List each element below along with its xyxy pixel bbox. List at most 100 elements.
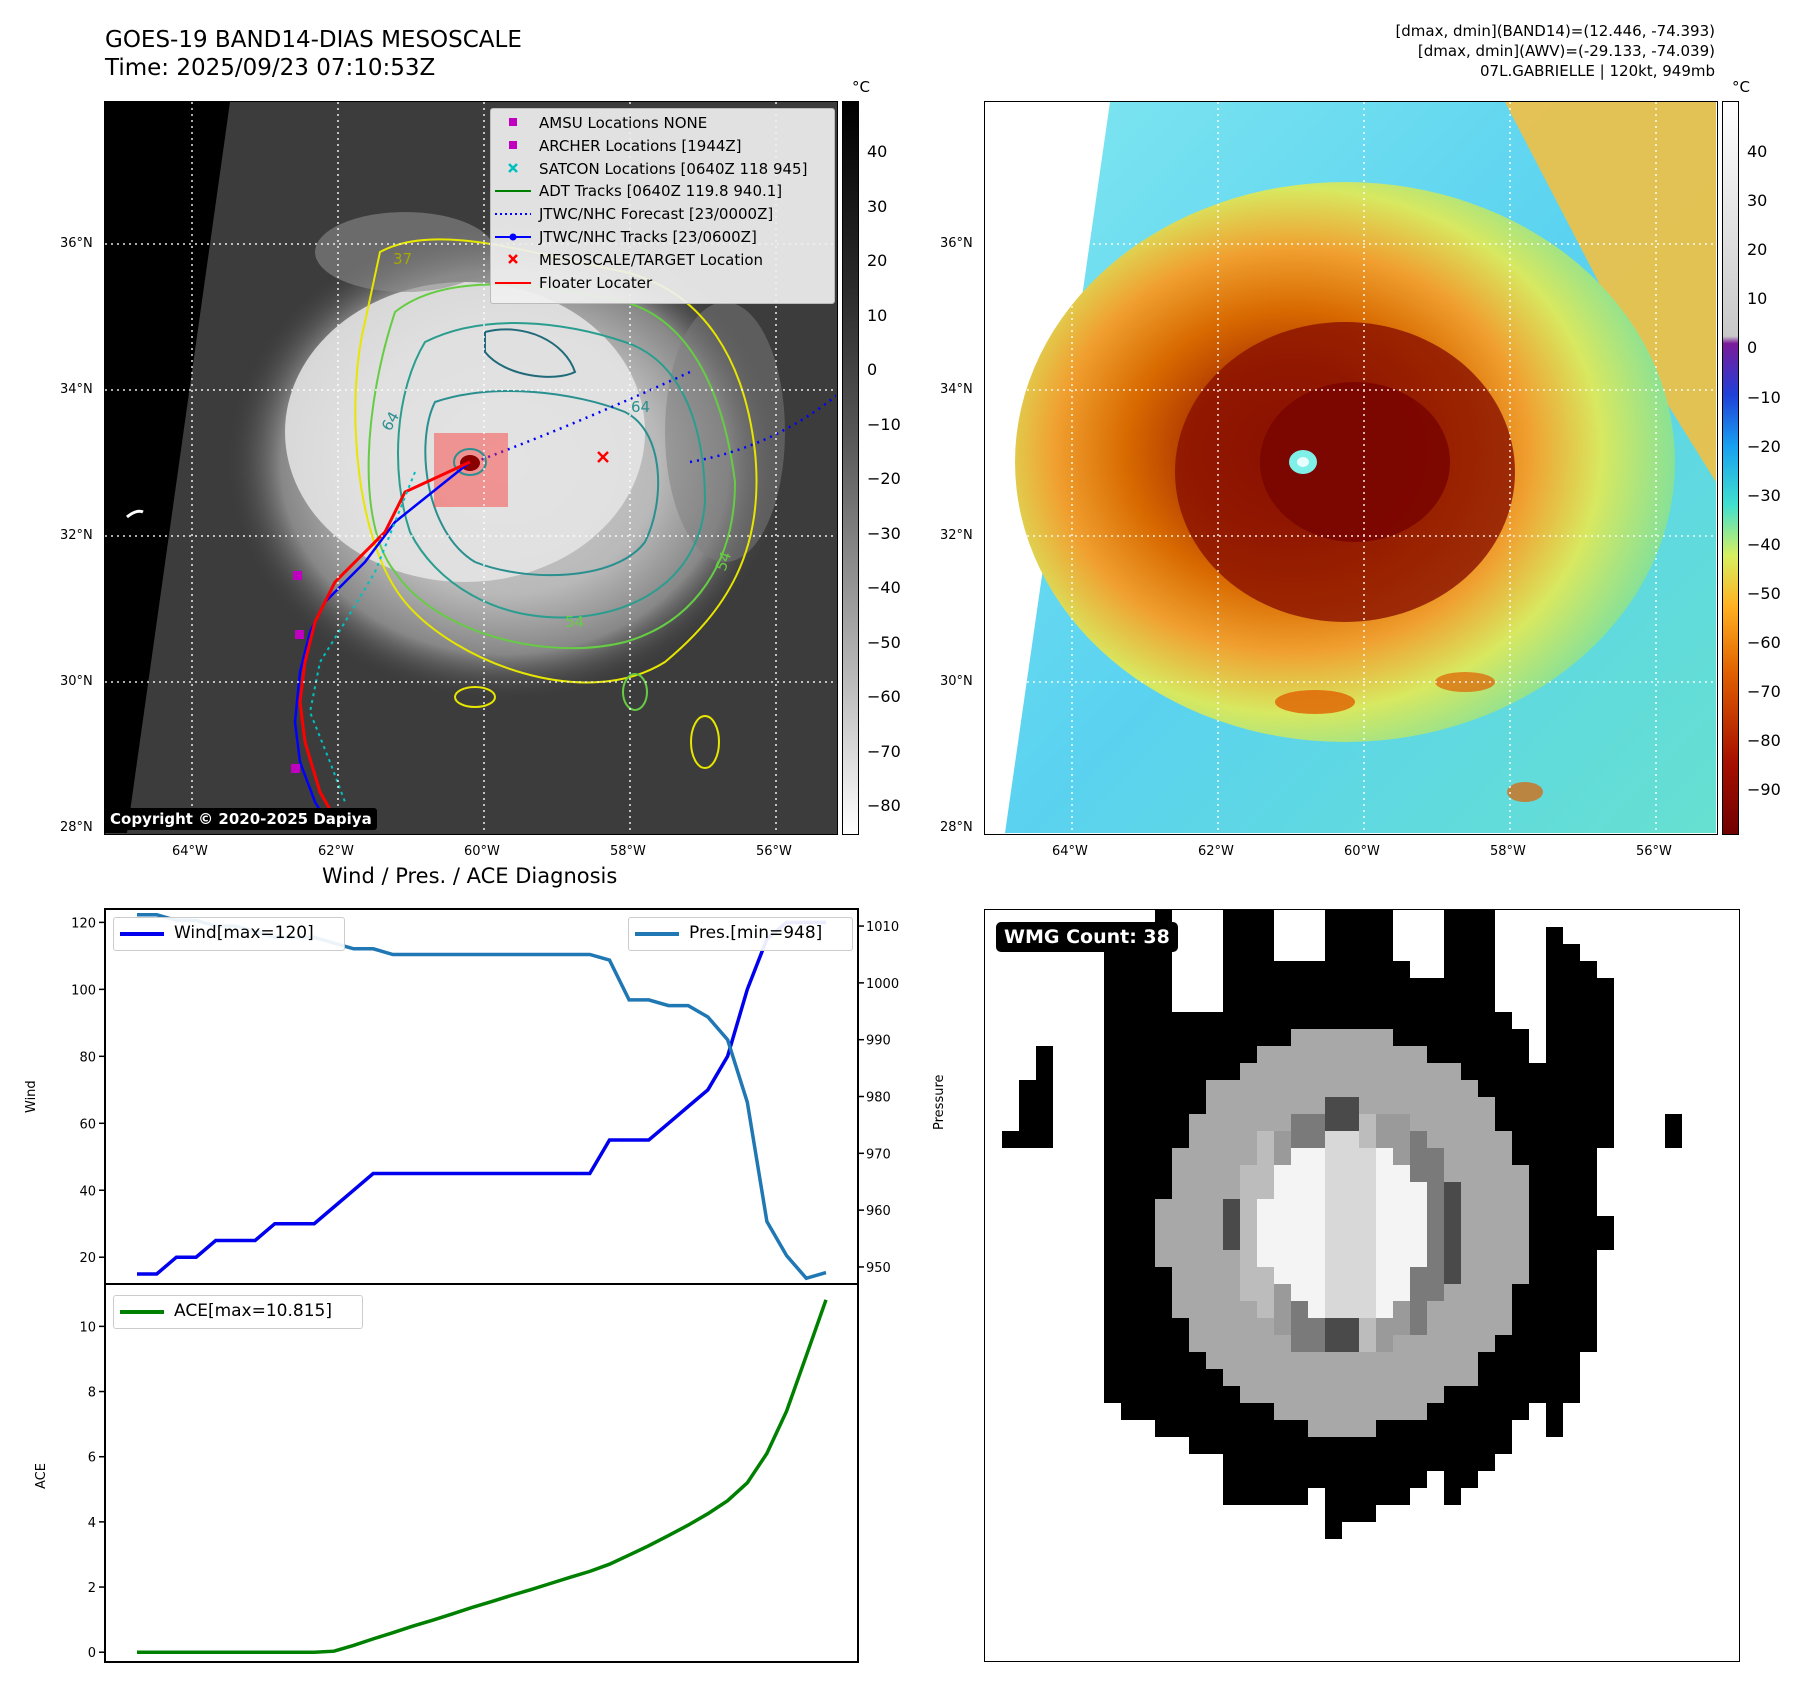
wmg-cell	[1342, 978, 1359, 995]
wmg-cell	[1325, 927, 1342, 944]
wmg-cell	[1121, 1318, 1138, 1335]
wmg-cell	[1546, 1199, 1563, 1216]
wmg-cell	[1257, 1301, 1274, 1318]
wmg-cell	[1478, 1420, 1495, 1437]
wmg-cell	[1223, 1080, 1240, 1097]
wmg-cell	[1189, 1148, 1206, 1165]
wmg-cell	[1223, 1216, 1240, 1233]
wmg-cell	[1529, 1301, 1546, 1318]
wmg-cell	[1359, 927, 1376, 944]
wmg-cell	[1461, 1437, 1478, 1454]
wmg-cell	[1461, 944, 1478, 961]
axis-tick-label: 980	[866, 1091, 891, 1106]
colorbar-tick-label: −70	[867, 741, 901, 761]
wmg-cell	[1206, 1318, 1223, 1335]
wmg-cell	[1189, 1131, 1206, 1148]
wmg-cell	[1257, 1352, 1274, 1369]
wmg-cell	[1563, 1301, 1580, 1318]
wmg-cell	[1019, 1114, 1036, 1131]
wmg-cell	[1444, 1046, 1461, 1063]
wmg-cell	[1495, 1369, 1512, 1386]
wmg-cell	[1155, 1301, 1172, 1318]
wmg-cell	[1410, 1454, 1427, 1471]
wmg-cell	[1393, 1063, 1410, 1080]
wmg-cell	[1342, 1182, 1359, 1199]
wmg-cell	[1580, 1318, 1597, 1335]
wmg-cell	[1240, 1420, 1257, 1437]
wmg-cell	[1478, 1012, 1495, 1029]
wmg-cell	[1291, 995, 1308, 1012]
wmg-cell	[1206, 1233, 1223, 1250]
wmg-cell	[1478, 978, 1495, 995]
wmg-cell	[1019, 1080, 1036, 1097]
legend-item-archer: ARCHER Locations [1944Z]	[491, 135, 834, 158]
wmg-cell	[1342, 1250, 1359, 1267]
wmg-cell	[1189, 1284, 1206, 1301]
wmg-cell	[1580, 1063, 1597, 1080]
square-marker-icon	[509, 140, 517, 149]
wmg-cell	[1155, 1284, 1172, 1301]
wmg-cell	[1393, 1301, 1410, 1318]
wmg-cell	[1257, 978, 1274, 995]
wmg-cell	[1291, 1080, 1308, 1097]
wmg-cell	[1036, 1097, 1053, 1114]
wmg-cell	[1257, 1199, 1274, 1216]
wmg-cell	[1359, 1046, 1376, 1063]
wmg-cell	[1410, 1216, 1427, 1233]
wmg-cell	[1393, 1216, 1410, 1233]
wmg-cell	[1325, 1420, 1342, 1437]
wmg-cell	[1172, 1199, 1189, 1216]
wmg-cell	[1240, 1165, 1257, 1182]
wmg-cell	[1240, 1284, 1257, 1301]
lon-label: 56°W	[756, 844, 792, 859]
wmg-cell	[1478, 1046, 1495, 1063]
wmg-cell	[1240, 978, 1257, 995]
wmg-cell	[1529, 1114, 1546, 1131]
legend-line-icon	[635, 932, 679, 936]
wmg-cell	[1444, 1131, 1461, 1148]
wmg-cell	[1478, 1284, 1495, 1301]
wmg-cell	[1410, 1080, 1427, 1097]
wmg-cell	[1308, 978, 1325, 995]
wmg-cell	[1529, 1165, 1546, 1182]
wmg-cell	[1257, 927, 1274, 944]
wmg-cell	[1597, 995, 1614, 1012]
wmg-cell	[1121, 1301, 1138, 1318]
wmg-cell	[1138, 978, 1155, 995]
chart-title: GOES-19 BAND14-DIAS MESOSCALE	[105, 27, 522, 53]
lat-label: 36°N	[60, 236, 93, 251]
wmg-cell	[1529, 1318, 1546, 1335]
wmg-cell	[1461, 1233, 1478, 1250]
wmg-cell	[1410, 1029, 1427, 1046]
wmg-cell	[1359, 1148, 1376, 1165]
wmg-cell	[1291, 1301, 1308, 1318]
wmg-cell	[1257, 1403, 1274, 1420]
wmg-cell	[1325, 944, 1342, 961]
wmg-cell	[1529, 1233, 1546, 1250]
wmg-cell	[1410, 1046, 1427, 1063]
wmg-cell	[1393, 1437, 1410, 1454]
wmg-cell	[1274, 1029, 1291, 1046]
wmg-cell	[1189, 1029, 1206, 1046]
legend-label: ARCHER Locations [1944Z]	[539, 136, 742, 155]
wmg-cell	[1495, 1267, 1512, 1284]
wmg-cell	[1342, 1080, 1359, 1097]
colorbar-tick-label: −50	[1747, 583, 1781, 603]
wmg-cell	[1546, 1420, 1563, 1437]
wmg-cell	[1376, 1029, 1393, 1046]
wmg-cell	[1291, 1403, 1308, 1420]
colorbar-tick-label: 0	[867, 360, 878, 379]
wmg-cell	[1240, 1029, 1257, 1046]
legend-item-adt: ADT Tracks [0640Z 119.8 940.1]	[491, 180, 834, 203]
wmg-cell	[1461, 1250, 1478, 1267]
wmg-cell	[1291, 1250, 1308, 1267]
wmg-cell	[1495, 1250, 1512, 1267]
wmg-cell	[1478, 1080, 1495, 1097]
wmg-cell	[1257, 1182, 1274, 1199]
wmg-cell	[1393, 1182, 1410, 1199]
wmg-cell	[1189, 1097, 1206, 1114]
wmg-cell	[1121, 1250, 1138, 1267]
wmg-cell	[1342, 1505, 1359, 1522]
wmg-cell	[1410, 1063, 1427, 1080]
wmg-cell	[1461, 961, 1478, 978]
